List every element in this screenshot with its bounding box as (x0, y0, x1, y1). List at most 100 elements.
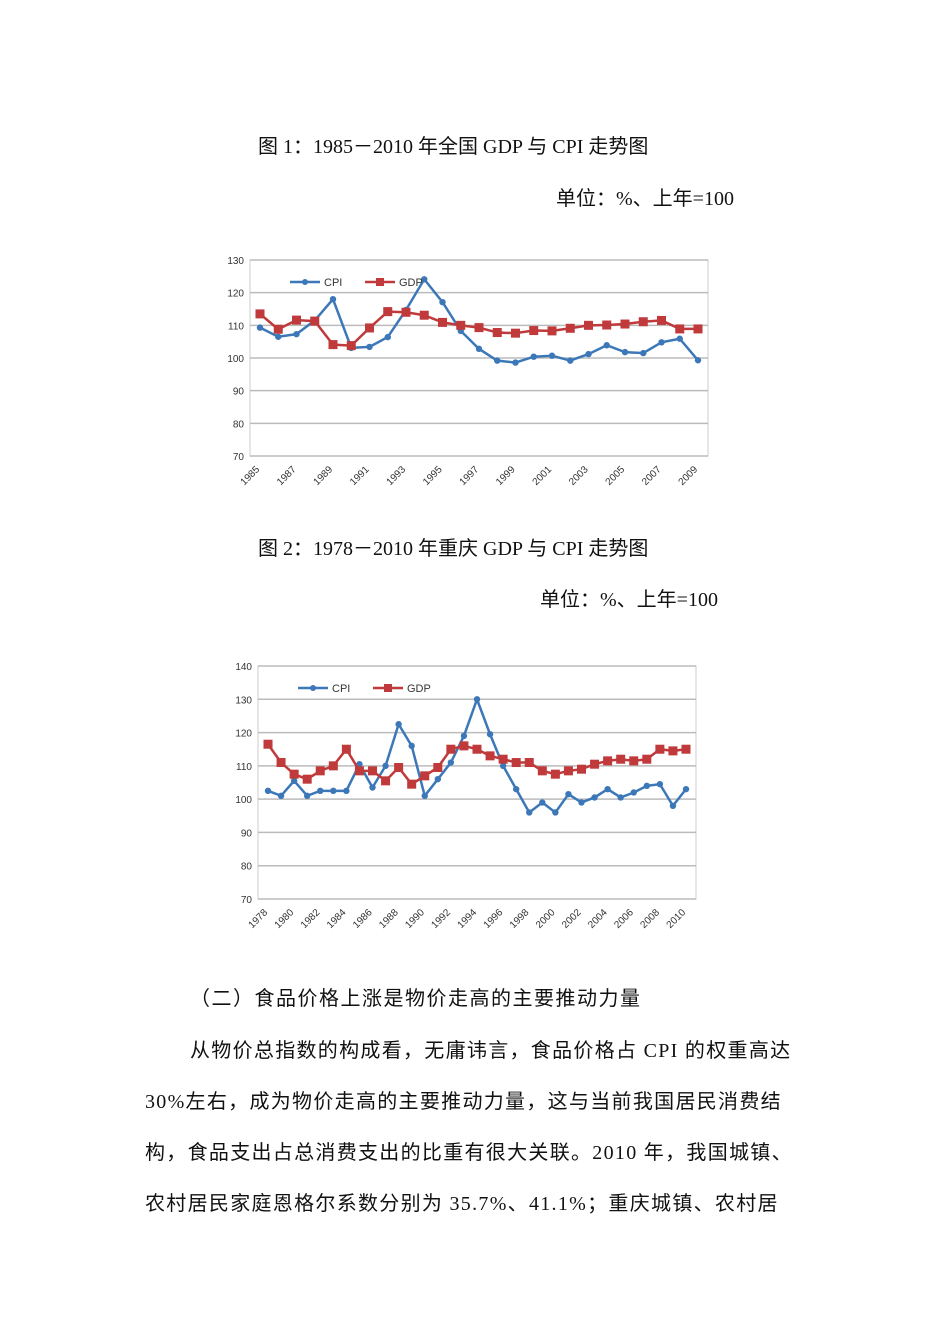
cpi-point (526, 809, 533, 816)
cpi-point (473, 696, 481, 703)
x-tick-label: 2000 (534, 907, 558, 931)
gdp-point (383, 307, 393, 317)
cpi-point (366, 343, 373, 351)
figure1-caption: 图 1：1985－2010 年全国 GDP 与 CPI 走势图 (258, 136, 649, 158)
cpi-point (539, 799, 546, 806)
cpi-point (604, 785, 611, 793)
cpi-point (329, 296, 337, 303)
cpi-point (552, 809, 559, 816)
gdp-point (433, 763, 443, 773)
gdp-point (547, 326, 557, 336)
cpi-point (494, 357, 501, 364)
x-tick-label: 2008 (638, 907, 662, 931)
y-tick-label: 80 (241, 862, 253, 873)
cpi-point (548, 352, 556, 359)
cpi-point (439, 298, 446, 306)
gdp-point (446, 744, 456, 754)
cpi-point (256, 324, 264, 331)
gdp-point (492, 328, 502, 338)
x-tick-label: 1993 (385, 464, 409, 488)
x-tick-label: 2007 (640, 464, 664, 488)
x-tick-label: 1978 (247, 907, 271, 931)
figure1-chart: 70 80 90 100 110 120 130 1985 1987 1989 1991 1993 19… (227, 256, 709, 488)
cpi-point (275, 333, 282, 340)
x-tick-label: 1999 (494, 464, 518, 488)
cpi-point (630, 789, 637, 796)
paragraph-line: 从物价总指数的构成看，无庸讳言，食品价格占 CPI 的权重高达 (190, 1040, 792, 1062)
gdp-point (354, 766, 364, 776)
cpi-point (293, 330, 300, 338)
x-tick-label: 2001 (531, 464, 555, 488)
y-tick-label: 100 (227, 354, 244, 365)
cpi-point (640, 349, 647, 357)
cpi-point (408, 742, 415, 750)
figure2-unit: 单位：%、上年=100 (540, 589, 718, 611)
gdp-point (273, 324, 283, 334)
gdp-point (365, 323, 374, 333)
paragraph-line: 构，食品支出占总消费支出的比重有很大关联。2010 年，我国城镇、 (145, 1142, 793, 1164)
cpi-point (669, 802, 677, 809)
gdp-point (474, 323, 484, 333)
x-tick-label: 2010 (665, 907, 689, 931)
cpi-point (658, 339, 665, 346)
y-tick-label: 100 (235, 795, 252, 806)
x-tick-label: 1997 (458, 464, 482, 488)
gdp-point (472, 744, 482, 754)
gdp-point (255, 309, 265, 319)
gdp-point (394, 763, 404, 773)
legend-marker (310, 685, 316, 691)
x-tick-label: 1989 (312, 464, 336, 488)
gdp-point (524, 758, 534, 768)
gdp-point (675, 324, 685, 334)
gdp-point (315, 766, 325, 776)
legend-marker (376, 278, 384, 286)
cpi-point (676, 335, 683, 342)
cpi-point (591, 794, 598, 801)
cpi-point (617, 794, 624, 801)
x-tick-label: 1986 (351, 907, 375, 931)
gdp-point (629, 756, 639, 766)
cpi-point (447, 759, 455, 766)
x-tick-label: 1998 (508, 907, 532, 931)
gdp-point (577, 764, 586, 774)
gdp-point (550, 769, 560, 779)
gdp-point (681, 744, 691, 754)
gdp-point (638, 317, 648, 327)
legend-marker (302, 279, 308, 285)
cpi-point (330, 787, 337, 795)
x-tick-label: 1995 (421, 464, 445, 488)
cpi-point (643, 782, 651, 790)
legend-label: GDP (399, 277, 423, 289)
gdp-point (657, 315, 666, 325)
x-tick-label: 1984 (325, 907, 349, 931)
gdp-point (263, 739, 273, 749)
x-tick-label: 1992 (429, 907, 453, 931)
cpi-point (421, 276, 428, 283)
y-tick-label: 120 (235, 729, 252, 740)
cpi-point (585, 350, 592, 358)
y-tick-label: 90 (233, 387, 245, 398)
gdp-point (620, 319, 630, 329)
gdp-point (498, 754, 508, 764)
cpi-point (530, 353, 537, 360)
gdp-point (565, 323, 575, 333)
gdp-point (485, 751, 495, 761)
gdp-point (292, 315, 301, 325)
figure1-unit: 单位：%、上年=100 (556, 188, 734, 210)
gdp-point (328, 340, 338, 350)
y-tick-label: 70 (233, 452, 245, 463)
x-tick-label: 1985 (239, 464, 263, 488)
cpi-point (621, 348, 629, 356)
cpi-point (565, 790, 572, 798)
legend-marker (384, 684, 392, 692)
y-tick-label: 110 (228, 321, 244, 332)
gdp-point (368, 766, 377, 776)
cpi-point (434, 775, 442, 783)
gdp-point (537, 766, 547, 776)
cpi-point (384, 333, 391, 341)
section-heading: （二）食品价格上涨是物价走高的主要推动力量 (190, 988, 642, 1010)
figure2-caption: 图 2：1978－2010 年重庆 GDP 与 CPI 走势图 (258, 538, 649, 560)
cpi-point (656, 780, 664, 788)
x-tick-label: 2003 (567, 464, 591, 488)
